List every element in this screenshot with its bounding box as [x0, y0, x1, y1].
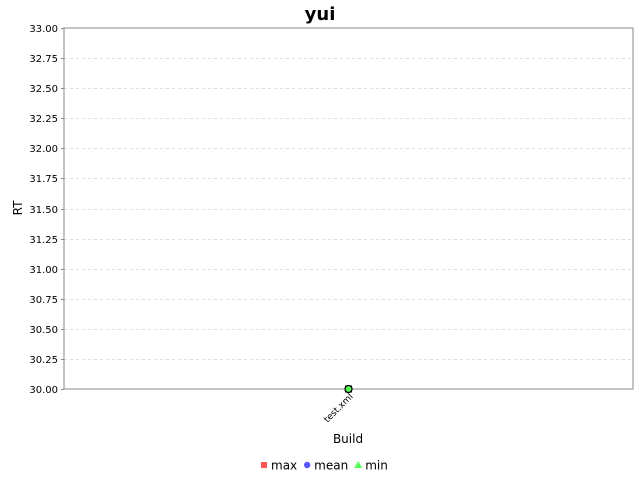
plot-area — [64, 28, 633, 389]
legend-swatch-mean — [303, 461, 311, 469]
legend-label-max: max — [271, 459, 297, 473]
y-tick-label: 30.00 — [29, 385, 58, 396]
y-axis-ticks: 30.00 30.25 30.50 30.75 31.00 31.25 31.50 31.75… — [29, 24, 64, 396]
legend: max mean min — [261, 459, 388, 473]
y-tick-label: 30.50 — [29, 325, 58, 336]
y-tick-label: 31.50 — [29, 205, 58, 216]
series-markers — [344, 384, 353, 394]
y-tick-label: 32.75 — [29, 54, 58, 65]
legend-label-mean: mean — [314, 459, 348, 473]
legend-label-min: min — [365, 459, 388, 473]
y-tick-label: 32.00 — [29, 144, 58, 155]
data-point-min — [344, 384, 353, 394]
y-tick-label: 32.50 — [29, 84, 58, 95]
y-tick-label: 31.75 — [29, 174, 58, 185]
legend-swatch-min — [354, 461, 363, 468]
y-axis-label: RT — [11, 200, 25, 215]
y-tick-label: 31.25 — [29, 235, 58, 246]
y-tick-label: 33.00 — [29, 24, 58, 35]
chart-title: yui — [305, 4, 336, 25]
x-axis-label: Build — [333, 432, 363, 446]
y-tick-label: 30.25 — [29, 355, 58, 366]
y-tick-label: 32.25 — [29, 114, 58, 125]
y-tick-label: 31.00 — [29, 265, 58, 276]
legend-swatch-max — [261, 462, 267, 468]
y-tick-label: 30.75 — [29, 295, 58, 306]
grid-lines — [64, 58, 633, 360]
